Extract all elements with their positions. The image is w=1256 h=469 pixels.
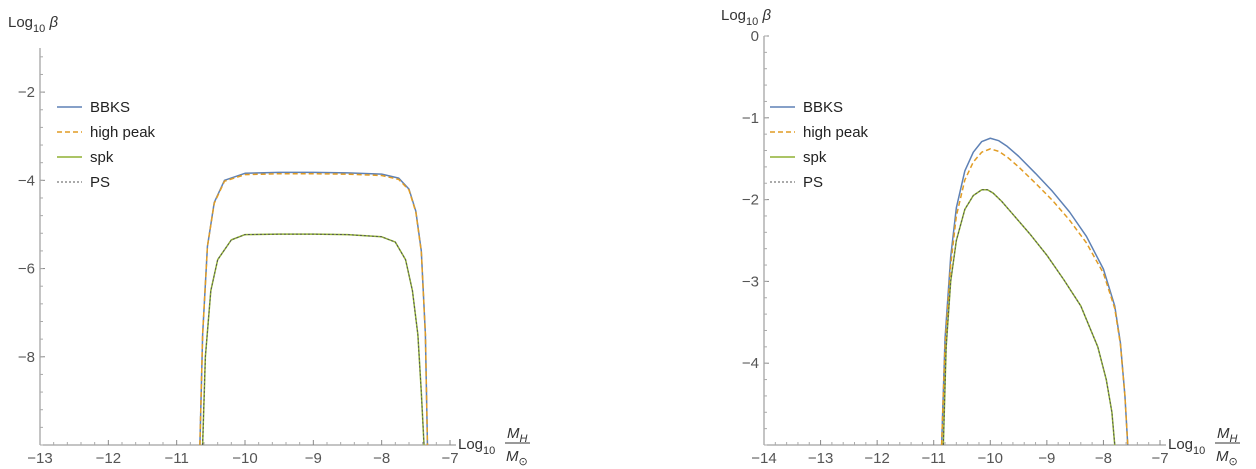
y-tick-label: −4 <box>742 355 759 372</box>
x-label-base: Log <box>1168 436 1193 453</box>
series-line-high-peak <box>199 172 429 445</box>
x-label-den-sym: M <box>1216 448 1229 465</box>
series-line-high-peak <box>940 148 1129 445</box>
x-tick-label: −13 <box>27 450 52 467</box>
x-tick-label: −10 <box>232 450 257 467</box>
x-tick-label: −8 <box>373 450 390 467</box>
series-line-ps <box>942 189 1116 445</box>
x-tick-label: −11 <box>164 450 188 467</box>
x-axis-label: Log10 <box>1168 436 1205 457</box>
x-tick-label: −7 <box>1151 450 1168 467</box>
x-tick-label: −13 <box>808 450 833 467</box>
legend-label: spk <box>803 149 827 166</box>
legend-label: high peak <box>803 124 869 141</box>
y-tick-label: −2 <box>742 192 759 209</box>
x-tick-label: −14 <box>751 450 776 467</box>
x-label-denominator: M⊙ <box>506 448 528 468</box>
x-label-den-sub: ⊙ <box>519 456 528 468</box>
x-tick-label: −9 <box>1038 450 1055 467</box>
series-line-bbks <box>940 137 1129 445</box>
x-label-denominator: M⊙ <box>1216 448 1238 468</box>
y-axis-label: Log10 β <box>721 7 771 28</box>
y-tick-label: −6 <box>18 261 35 278</box>
x-tick-label: −9 <box>305 450 322 467</box>
x-label-num-sym: M <box>507 425 520 442</box>
y-label-symbol: β <box>758 7 771 24</box>
x-axis-label: Log10 <box>458 436 495 457</box>
legend-label: PS <box>803 174 823 191</box>
y-label-base: Log <box>721 7 746 24</box>
y-label-sub: 10 <box>746 16 758 28</box>
x-tick-label: −10 <box>978 450 1003 467</box>
x-label-den-sub: ⊙ <box>1229 456 1238 468</box>
x-tick-label: −12 <box>96 450 121 467</box>
legend-label: spk <box>90 149 114 166</box>
y-tick-label: −4 <box>18 172 35 189</box>
series-line-spk <box>201 233 425 445</box>
y-label-sub: 10 <box>33 23 45 35</box>
legend-label: BBKS <box>90 99 130 116</box>
series-line-ps <box>202 233 425 445</box>
y-label-symbol: β <box>45 14 58 31</box>
x-tick-label: −8 <box>1095 450 1112 467</box>
x-label-numerator: MH <box>1217 425 1238 445</box>
x-label-num-sym: M <box>1217 425 1230 442</box>
legend-label: BBKS <box>803 99 843 116</box>
y-label-base: Log <box>8 14 33 31</box>
x-label-den-sym: M <box>506 448 519 465</box>
y-axis-label: Log10 β <box>8 14 58 35</box>
series-line-spk <box>942 189 1116 445</box>
y-tick-label: −1 <box>742 110 759 127</box>
x-tick-label: −12 <box>864 450 889 467</box>
x-label-sub: 10 <box>483 445 495 457</box>
y-tick-label: −2 <box>18 84 35 101</box>
x-label-num-sub: H <box>520 433 528 445</box>
series-line-bbks <box>199 171 429 445</box>
legend-label: high peak <box>90 124 156 141</box>
x-label-sub: 10 <box>1193 445 1205 457</box>
x-tick-label: −11 <box>922 450 946 467</box>
x-label-numerator: MH <box>507 425 528 445</box>
x-label-num-sub: H <box>1230 433 1238 445</box>
legend-label: PS <box>90 174 110 191</box>
y-tick-label: −3 <box>742 273 759 290</box>
x-label-base: Log <box>458 436 483 453</box>
y-tick-label: 0 <box>751 28 759 45</box>
y-tick-label: −8 <box>18 349 35 366</box>
x-tick-label: −7 <box>441 450 458 467</box>
